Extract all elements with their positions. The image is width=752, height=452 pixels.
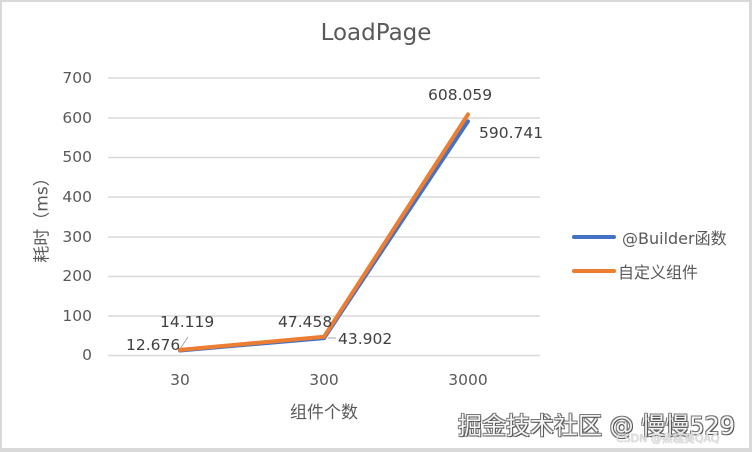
x-tick: 300 bbox=[309, 371, 339, 389]
gridlines bbox=[108, 77, 540, 357]
data-label: 608.059 bbox=[428, 86, 493, 104]
y-tick: 0 bbox=[82, 346, 92, 364]
legend-label: 自定义组件 bbox=[618, 263, 699, 282]
data-label: 47.458 bbox=[278, 313, 333, 331]
data-label: 43.902 bbox=[338, 330, 393, 348]
data-label: 14.119 bbox=[160, 313, 215, 331]
legend-swatch-icon bbox=[572, 235, 616, 239]
leader-line bbox=[179, 336, 189, 350]
data-label: 12.676 bbox=[126, 336, 181, 354]
legend-label: @Builder函数 bbox=[622, 229, 727, 248]
y-tick: 300 bbox=[62, 228, 92, 246]
legend-item-builder: @Builder函数 bbox=[572, 225, 727, 249]
y-axis-title: 耗时（ms） bbox=[32, 169, 53, 263]
watermark-secondary: CSDN @烝糕美QAQ bbox=[616, 432, 720, 445]
x-axis-title: 组件个数 bbox=[290, 403, 358, 423]
y-tick: 700 bbox=[62, 69, 92, 87]
y-tick: 200 bbox=[62, 267, 92, 285]
data-label: 590.741 bbox=[479, 124, 544, 142]
chart-title: LoadPage bbox=[320, 20, 432, 46]
series-line-custom-component bbox=[178, 112, 470, 352]
legend-item-custom-component: 自定义组件 bbox=[572, 259, 698, 283]
watermark: 掘金技术社区 @ 慢慢529 bbox=[458, 412, 736, 440]
x-tick: 30 bbox=[170, 371, 190, 389]
y-tick: 600 bbox=[62, 109, 92, 127]
x-tick: 3000 bbox=[448, 371, 488, 389]
y-tick: 400 bbox=[62, 188, 92, 206]
y-tick: 100 bbox=[62, 307, 92, 325]
legend-swatch-icon bbox=[572, 269, 616, 273]
y-tick: 500 bbox=[62, 148, 92, 166]
